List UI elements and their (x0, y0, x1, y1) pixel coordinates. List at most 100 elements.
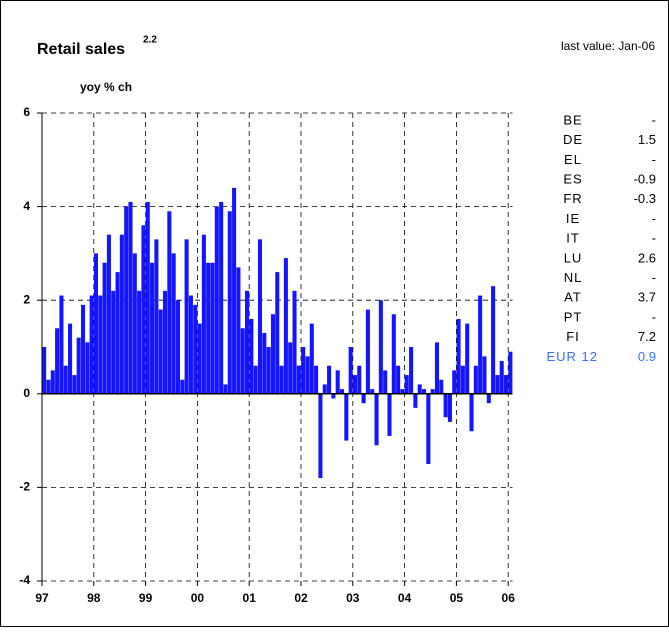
y-axis-label: yoy % ch (80, 80, 132, 94)
table-value: 3.7 (638, 290, 656, 305)
bar (171, 253, 176, 394)
table-label: IT (566, 231, 580, 246)
y-tick-label: 0 (23, 386, 30, 400)
bar (63, 365, 68, 394)
bar (491, 286, 496, 394)
bar (154, 239, 159, 394)
bar (68, 323, 73, 394)
bar (370, 389, 375, 394)
bar (85, 342, 90, 394)
bar (413, 393, 418, 408)
bar (465, 323, 470, 394)
bar (301, 347, 306, 394)
x-tick-label: 03 (346, 591, 360, 605)
bar (283, 258, 288, 394)
bar (249, 318, 254, 394)
y-tick-label: 2 (23, 292, 30, 306)
y-tick-label: -2 (19, 480, 30, 494)
bar (439, 379, 444, 394)
bar (59, 295, 64, 394)
table-value: - (652, 112, 656, 127)
table-value: - (652, 270, 656, 285)
bar (115, 272, 120, 394)
x-tick-label: 98 (87, 591, 101, 605)
table-value: 1.5 (638, 132, 656, 147)
bar (374, 393, 379, 446)
bar (331, 393, 336, 399)
bar (141, 225, 146, 394)
table-value: - (652, 152, 656, 167)
bar (417, 384, 422, 394)
bar (426, 393, 431, 464)
bar (227, 211, 232, 394)
table-value: -0.3 (634, 191, 656, 206)
bar (478, 295, 483, 394)
bar (240, 328, 245, 394)
bar (193, 304, 198, 394)
bar (162, 290, 168, 394)
bar (201, 234, 206, 394)
x-tick-label: 05 (450, 591, 464, 605)
bar (106, 234, 111, 394)
bar (89, 295, 94, 394)
bar (197, 323, 202, 394)
x-tick-label: 02 (294, 591, 308, 605)
bar (102, 262, 107, 394)
table-label: FR (563, 191, 582, 206)
bar (339, 389, 345, 394)
bar (495, 375, 500, 394)
subtitle: last value: Jan-06 (561, 39, 655, 53)
bar (128, 201, 133, 394)
bar (314, 365, 319, 394)
bar (344, 393, 349, 441)
bar (473, 365, 478, 394)
bar (486, 393, 491, 404)
bar (145, 201, 150, 394)
bar (400, 389, 405, 394)
table-value: 7.2 (638, 329, 656, 344)
bar (137, 290, 142, 394)
bar (499, 361, 504, 394)
bar (98, 295, 103, 394)
bar (361, 393, 366, 404)
table-label: AT (564, 290, 582, 305)
bar (279, 365, 284, 394)
table-label: LU (564, 250, 583, 265)
table-label: DE (563, 132, 583, 147)
table-label: BE (563, 112, 582, 127)
bar (55, 328, 60, 394)
bar (180, 379, 185, 394)
table-value: - (652, 211, 656, 226)
bar (188, 295, 193, 394)
bar (456, 318, 461, 394)
bar (383, 370, 388, 394)
bar (119, 234, 124, 394)
bar (288, 342, 293, 394)
bar (219, 201, 224, 394)
bar (378, 300, 383, 394)
bar (236, 267, 241, 394)
bar (80, 304, 86, 394)
table-label: FI (566, 329, 580, 344)
bar (262, 332, 267, 394)
chart-title: Retail sales (37, 41, 125, 58)
bar (50, 370, 55, 394)
bar (335, 370, 340, 394)
x-tick-label: 99 (139, 591, 153, 605)
bar (175, 300, 181, 394)
title-superscript: 2.2 (143, 35, 157, 46)
x-tick-label: 97 (35, 591, 49, 605)
bar (452, 370, 457, 394)
bar (275, 272, 280, 394)
bar (504, 375, 509, 394)
table-label: EL (564, 152, 582, 167)
bar (396, 365, 401, 394)
y-tick-label: -4 (19, 573, 30, 587)
bar (150, 262, 155, 394)
bar (124, 206, 129, 394)
x-tick-label: 00 (191, 591, 205, 605)
bar (318, 393, 323, 479)
bar (257, 239, 263, 394)
x-tick-label: 01 (243, 591, 257, 605)
